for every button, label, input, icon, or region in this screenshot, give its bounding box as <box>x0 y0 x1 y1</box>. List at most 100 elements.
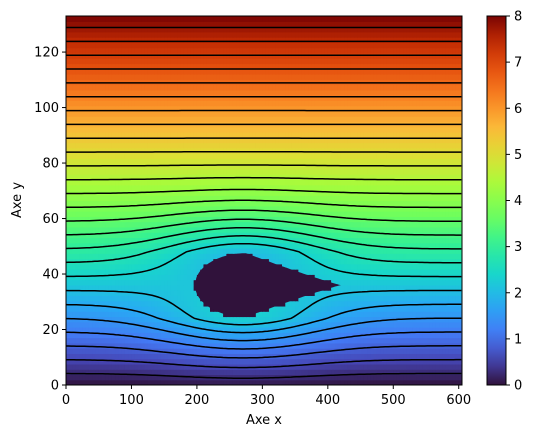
heat-cell <box>442 168 447 175</box>
heat-cell <box>314 342 319 349</box>
heat-cell <box>180 195 185 202</box>
heat-cell <box>187 279 191 286</box>
heat-cell <box>347 311 352 318</box>
heat-cell <box>66 332 70 339</box>
heat-cell <box>92 374 97 381</box>
heat-cell <box>203 247 208 254</box>
heat-cell <box>314 369 319 376</box>
heat-cell <box>318 358 322 365</box>
heat-cell <box>344 316 349 323</box>
heat-cell <box>439 284 443 291</box>
heat-cell <box>232 379 237 385</box>
heat-cell <box>69 195 74 202</box>
heat-cell <box>121 211 126 217</box>
heat-cell <box>72 258 77 265</box>
heat-cell <box>383 337 388 344</box>
heat-cell <box>344 305 349 312</box>
heat-cell <box>124 284 129 291</box>
heat-cell <box>452 284 457 291</box>
heat-cell <box>223 184 227 191</box>
heat-cell <box>363 211 368 217</box>
heat-cell <box>98 305 103 312</box>
heat-cell <box>406 269 411 275</box>
heat-cell <box>337 290 342 296</box>
heat-cell <box>88 247 93 254</box>
heat-cell <box>154 379 159 385</box>
heat-cell <box>363 327 368 333</box>
heat-cell <box>190 300 195 307</box>
heat-cell <box>187 348 191 354</box>
heat-cell <box>370 179 375 186</box>
heat-cell <box>452 226 457 233</box>
heat-cell <box>210 195 214 202</box>
heat-cell <box>170 348 175 354</box>
heat-cell <box>311 369 316 376</box>
heat-cell <box>426 221 430 228</box>
heat-cell <box>196 321 201 328</box>
heat-cell <box>301 263 306 270</box>
heat-cell <box>357 353 362 360</box>
heat-cell <box>350 211 355 217</box>
heat-cell <box>416 337 421 344</box>
heat-cell <box>275 311 280 318</box>
heat-cell <box>363 168 368 175</box>
heat-cell <box>111 311 116 318</box>
heat-cell <box>396 253 401 260</box>
heat-cell <box>435 311 440 318</box>
heat-cell <box>223 179 227 186</box>
heat-cell <box>347 353 352 360</box>
heat-cell <box>187 179 191 186</box>
heat-cell <box>435 253 440 260</box>
heat-cell <box>95 358 100 365</box>
heat-cell <box>98 353 103 360</box>
heat-cell <box>105 311 110 318</box>
heat-cell <box>403 369 407 376</box>
heat-cell <box>160 379 165 385</box>
heat-cell <box>324 311 329 318</box>
heat-cell <box>367 237 371 244</box>
heat-cell <box>157 258 162 265</box>
heat-cell <box>347 247 352 254</box>
heat-cell <box>455 200 460 207</box>
heat-cell <box>458 205 462 212</box>
heat-cell <box>432 242 437 249</box>
heat-cell <box>445 348 450 354</box>
heat-cell <box>259 226 263 233</box>
heat-cell <box>190 316 195 323</box>
heat-cell <box>223 168 227 175</box>
heat-cell <box>304 353 309 360</box>
heat-cell <box>259 200 263 207</box>
heat-cell <box>429 379 434 385</box>
heat-cell <box>429 284 434 291</box>
heat-cell <box>92 195 97 202</box>
heat-cell <box>180 184 185 191</box>
heat-cell <box>85 300 90 307</box>
heat-cell <box>412 205 417 212</box>
heat-cell <box>128 211 133 217</box>
heat-cell <box>458 216 462 223</box>
heat-cell <box>92 274 97 281</box>
heat-cell <box>376 358 381 365</box>
heat-cell <box>69 184 74 191</box>
heat-cell <box>108 200 113 207</box>
heat-cell <box>386 184 391 191</box>
heat-cell <box>403 247 407 254</box>
heat-cell <box>347 363 352 370</box>
heat-cell <box>442 263 447 270</box>
heat-cell <box>318 205 322 212</box>
heat-cell <box>432 258 437 265</box>
heat-cell <box>334 358 339 365</box>
heat-cell <box>285 369 290 376</box>
heat-cell <box>79 327 83 333</box>
heat-cell <box>138 200 142 207</box>
heat-cell <box>419 295 424 302</box>
heat-cell <box>92 363 97 370</box>
heat-cell <box>183 321 188 328</box>
heat-cell <box>288 226 293 233</box>
heat-cell <box>344 353 349 360</box>
heat-cell <box>311 295 316 302</box>
heat-cell <box>134 363 139 370</box>
heat-cell <box>196 337 201 344</box>
heat-cell <box>373 258 378 265</box>
heat-cell <box>75 337 80 344</box>
